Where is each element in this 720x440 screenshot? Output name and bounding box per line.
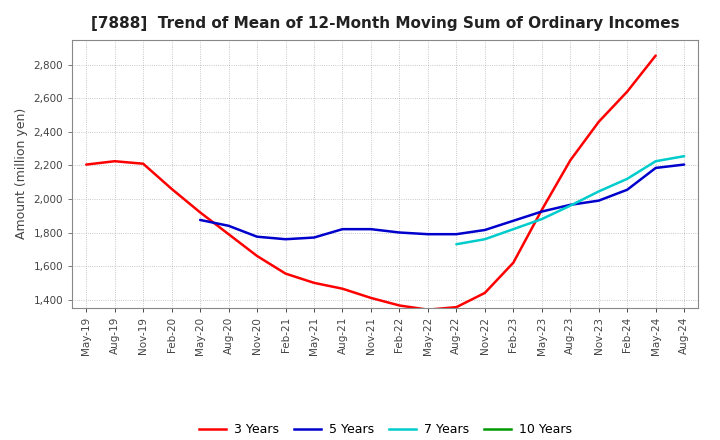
7 Years: [480, 237, 489, 242]
7 Years: [623, 176, 631, 181]
3 Years: [395, 303, 404, 308]
3 Years: [282, 271, 290, 276]
3 Years: [82, 162, 91, 167]
5 Years: [395, 230, 404, 235]
7 Years: [452, 242, 461, 247]
5 Years: [480, 227, 489, 233]
Line: 3 Years: 3 Years: [86, 55, 656, 310]
3 Years: [110, 158, 119, 164]
5 Years: [338, 227, 347, 232]
5 Years: [537, 209, 546, 214]
3 Years: [595, 119, 603, 125]
Title: [7888]  Trend of Mean of 12-Month Moving Sum of Ordinary Incomes: [7888] Trend of Mean of 12-Month Moving …: [91, 16, 680, 32]
3 Years: [366, 295, 375, 301]
3 Years: [167, 186, 176, 191]
5 Years: [196, 217, 204, 223]
3 Years: [452, 304, 461, 310]
3 Years: [652, 53, 660, 58]
Y-axis label: Amount (million yen): Amount (million yen): [15, 108, 28, 239]
5 Years: [423, 231, 432, 237]
5 Years: [595, 198, 603, 203]
7 Years: [509, 227, 518, 232]
3 Years: [253, 253, 261, 259]
5 Years: [310, 235, 318, 240]
5 Years: [509, 218, 518, 224]
5 Years: [253, 234, 261, 239]
3 Years: [196, 210, 204, 215]
5 Years: [652, 165, 660, 171]
5 Years: [366, 227, 375, 232]
3 Years: [623, 89, 631, 94]
5 Years: [623, 187, 631, 192]
3 Years: [225, 231, 233, 237]
3 Years: [509, 260, 518, 265]
7 Years: [537, 216, 546, 222]
3 Years: [566, 158, 575, 163]
3 Years: [537, 207, 546, 213]
Line: 7 Years: 7 Years: [456, 156, 684, 244]
5 Years: [566, 202, 575, 208]
3 Years: [310, 280, 318, 286]
5 Years: [282, 237, 290, 242]
7 Years: [595, 189, 603, 194]
5 Years: [680, 162, 688, 167]
Line: 5 Years: 5 Years: [200, 165, 684, 239]
7 Years: [680, 154, 688, 159]
5 Years: [225, 223, 233, 228]
3 Years: [139, 161, 148, 166]
3 Years: [480, 290, 489, 296]
5 Years: [452, 231, 461, 237]
7 Years: [652, 158, 660, 164]
3 Years: [423, 307, 432, 312]
Legend: 3 Years, 5 Years, 7 Years, 10 Years: 3 Years, 5 Years, 7 Years, 10 Years: [194, 418, 577, 440]
3 Years: [338, 286, 347, 291]
7 Years: [566, 203, 575, 208]
